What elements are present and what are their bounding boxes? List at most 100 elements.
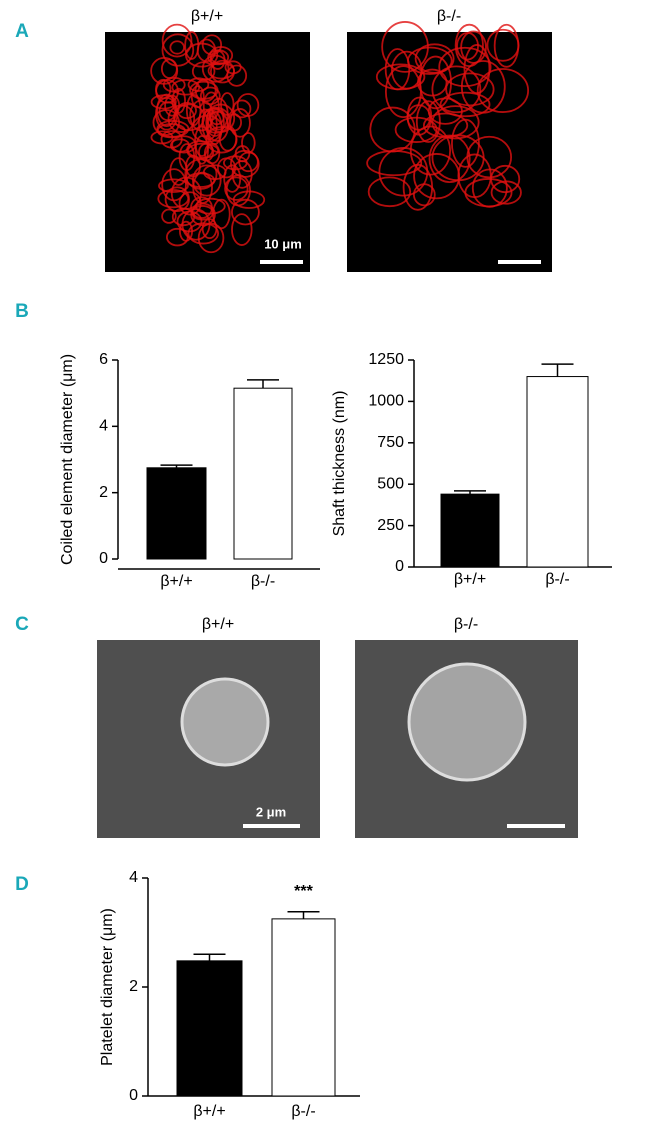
coil xyxy=(413,153,461,200)
y-tick-label: 0 xyxy=(129,1087,138,1104)
scale-bar xyxy=(260,260,303,264)
coil xyxy=(158,178,189,193)
y-tick-label: 0 xyxy=(395,558,404,575)
scale-bar xyxy=(243,824,300,828)
panel-label: D xyxy=(15,874,29,895)
coil xyxy=(184,31,200,60)
panel-label: C xyxy=(15,614,29,635)
coil xyxy=(169,40,185,55)
coil xyxy=(454,23,484,68)
bar xyxy=(233,387,293,560)
coils xyxy=(150,23,266,254)
coil xyxy=(375,63,426,91)
bar xyxy=(146,467,207,560)
coil xyxy=(161,208,177,224)
coil xyxy=(445,72,495,107)
image-label: β+/+ xyxy=(202,616,234,633)
x-tick-label: β-/- xyxy=(291,1103,315,1120)
y-tick-label: 1250 xyxy=(368,351,404,368)
coil xyxy=(181,208,211,241)
coil xyxy=(150,94,177,110)
y-axis-label: Shaft thickness (nm) xyxy=(331,391,348,537)
scale-bar-label: 2 μm xyxy=(256,804,286,819)
coil xyxy=(460,60,506,114)
y-tick-label: 2 xyxy=(99,484,108,501)
coil xyxy=(192,164,222,197)
coil xyxy=(160,130,183,149)
y-tick-label: 6 xyxy=(99,351,108,368)
coil xyxy=(178,191,202,216)
y-tick-label: 500 xyxy=(377,475,404,492)
y-tick-label: 750 xyxy=(377,434,404,451)
image-label: β-/- xyxy=(437,8,461,25)
x-tick-label: β+/+ xyxy=(193,1103,225,1120)
bar xyxy=(440,493,500,568)
coil xyxy=(231,160,253,189)
coil xyxy=(184,158,218,190)
coil xyxy=(195,197,226,215)
x-tick-label: β+/+ xyxy=(454,571,486,588)
platelet xyxy=(407,662,527,782)
panel-label: A xyxy=(15,21,29,42)
coil xyxy=(378,147,429,197)
coil xyxy=(161,23,193,58)
image-label: β+/+ xyxy=(191,8,223,25)
y-tick-label: 2 xyxy=(129,978,138,995)
y-axis-label: Platelet diameter (μm) xyxy=(99,908,116,1066)
coil xyxy=(366,150,423,177)
y-tick-label: 4 xyxy=(129,869,138,886)
coil xyxy=(156,123,186,139)
y-tick-label: 250 xyxy=(377,517,404,534)
coil xyxy=(223,164,242,193)
coil xyxy=(231,213,253,246)
coil xyxy=(173,103,206,132)
x-tick-label: β+/+ xyxy=(160,573,192,590)
coil xyxy=(161,168,187,202)
x-tick-label: β-/- xyxy=(251,573,275,590)
coil xyxy=(199,86,221,106)
coils xyxy=(366,21,530,211)
coil xyxy=(207,62,235,80)
coil xyxy=(409,125,452,176)
coil xyxy=(161,33,195,67)
annotation: *** xyxy=(294,883,313,900)
coil xyxy=(205,110,229,142)
coil xyxy=(438,46,492,88)
coil xyxy=(164,94,181,117)
scale-bar xyxy=(507,824,565,828)
y-axis-label: Coiled element diameter (μm) xyxy=(59,354,76,565)
coil xyxy=(164,186,190,212)
coil xyxy=(185,154,201,178)
coil xyxy=(428,134,471,183)
coil xyxy=(160,58,178,79)
scale-bar-label: 10 μm xyxy=(264,236,302,251)
coil xyxy=(201,54,230,83)
bar xyxy=(526,376,589,568)
y-tick-label: 1000 xyxy=(368,393,404,410)
coil xyxy=(439,91,491,118)
coil xyxy=(191,205,214,221)
coil xyxy=(194,135,209,165)
x-tick-label: β-/- xyxy=(545,571,569,588)
coil xyxy=(229,108,251,138)
bar xyxy=(176,960,243,1097)
coil xyxy=(493,23,520,68)
y-tick-label: 0 xyxy=(99,550,108,567)
coil xyxy=(186,172,216,188)
panel-label: B xyxy=(15,301,29,322)
platelet xyxy=(180,677,270,767)
coil xyxy=(197,222,225,254)
coil xyxy=(490,180,522,205)
coil xyxy=(187,142,219,159)
coil xyxy=(367,176,412,208)
coil xyxy=(232,190,266,209)
y-tick-label: 4 xyxy=(99,418,108,435)
coil xyxy=(415,100,441,143)
coil xyxy=(431,105,480,140)
coil xyxy=(463,44,491,95)
coil xyxy=(201,218,218,240)
coil xyxy=(384,65,422,119)
coil xyxy=(231,198,260,226)
